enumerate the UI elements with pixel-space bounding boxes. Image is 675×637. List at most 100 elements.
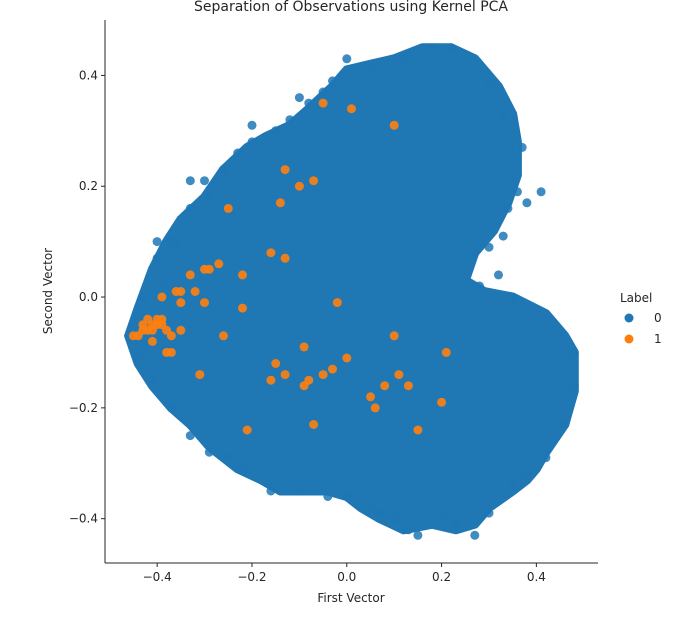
series-1-point bbox=[370, 403, 380, 413]
y-tick-label: −0.2 bbox=[69, 401, 98, 415]
series-0-point bbox=[484, 508, 494, 518]
series-1-point bbox=[271, 359, 281, 368]
series-1-point bbox=[280, 370, 290, 380]
legend-label-0: 0 bbox=[654, 311, 662, 325]
series-0-point bbox=[569, 347, 579, 357]
series-0-point bbox=[266, 486, 276, 496]
legend-label-1: 1 bbox=[654, 332, 662, 346]
series-1-point bbox=[195, 370, 205, 380]
series-0-point bbox=[157, 275, 167, 285]
series-1-point bbox=[176, 325, 186, 335]
series-0-point bbox=[399, 54, 409, 64]
series-1-point bbox=[441, 347, 451, 357]
series-0-point bbox=[185, 203, 195, 213]
series-0-point bbox=[517, 142, 527, 152]
x-tick-label: −0.4 bbox=[143, 570, 172, 584]
legend-marker-0 bbox=[624, 313, 634, 323]
series-1-point bbox=[299, 342, 309, 352]
series-1-point bbox=[394, 370, 404, 380]
series-1-point bbox=[309, 420, 319, 429]
series-0-point bbox=[185, 176, 195, 186]
series-0-point bbox=[366, 503, 375, 513]
series-0-point bbox=[494, 270, 503, 280]
series-0-point bbox=[470, 530, 480, 540]
y-axis-label: Second Vector bbox=[41, 248, 55, 334]
y-axis-ticks: −0.4 −0.2 0.0 0.2 0.4 bbox=[69, 68, 105, 526]
series-0-point bbox=[427, 43, 437, 53]
series-0-point bbox=[413, 530, 423, 540]
series-1-point bbox=[294, 181, 304, 191]
series-1-point bbox=[318, 370, 328, 380]
series-0-point bbox=[498, 109, 508, 119]
series-1-point bbox=[380, 381, 390, 391]
series-0-point bbox=[304, 98, 314, 108]
series-0-point bbox=[366, 65, 375, 75]
series-1-point bbox=[280, 165, 290, 175]
series-0-point bbox=[541, 314, 551, 324]
series-1-point bbox=[214, 259, 224, 269]
series-1-point bbox=[238, 303, 247, 313]
series-1-point bbox=[275, 198, 285, 208]
series-0-point bbox=[437, 514, 447, 524]
series-1-point bbox=[242, 425, 252, 435]
legend: Label 0 1 bbox=[620, 291, 662, 346]
series-0-point bbox=[522, 469, 532, 479]
series-0-point bbox=[375, 508, 385, 518]
series-0-point bbox=[318, 87, 328, 97]
series-0-point bbox=[512, 187, 522, 197]
series-0-point bbox=[166, 403, 176, 413]
series-1-point bbox=[389, 331, 399, 341]
series-1-point bbox=[204, 264, 214, 274]
series-0-point bbox=[152, 237, 162, 247]
series-0-point bbox=[508, 292, 518, 302]
series-1-point bbox=[219, 331, 228, 341]
series-0-point bbox=[342, 54, 352, 64]
x-axis-label: First Vector bbox=[317, 591, 384, 605]
series-0-point bbox=[328, 76, 337, 86]
series-0-point bbox=[285, 115, 295, 125]
x-tick-label: −0.2 bbox=[237, 570, 266, 584]
series-0-point bbox=[200, 176, 209, 186]
series-0-point bbox=[342, 492, 352, 501]
x-tick-label: 0.4 bbox=[527, 570, 546, 584]
series-0-point bbox=[133, 353, 143, 363]
y-tick-label: −0.4 bbox=[69, 512, 98, 526]
series-1-point bbox=[413, 425, 423, 435]
y-tick-label: 0.2 bbox=[79, 179, 98, 193]
series-1-point bbox=[147, 336, 157, 346]
series-1-point bbox=[157, 292, 167, 302]
series-1-point bbox=[280, 253, 290, 263]
series-1-point bbox=[190, 287, 200, 296]
series-0-point bbox=[204, 192, 214, 202]
series-0-point bbox=[555, 331, 565, 341]
series-0-point bbox=[569, 381, 579, 391]
series-0-point bbox=[294, 93, 304, 103]
series-1-point bbox=[328, 364, 337, 374]
series-1-point bbox=[342, 353, 352, 363]
series-1-point bbox=[176, 287, 186, 296]
series-1-point bbox=[309, 176, 319, 186]
series-1-point bbox=[389, 120, 399, 130]
series-0-point bbox=[152, 253, 162, 263]
y-tick-label: 0.0 bbox=[79, 290, 98, 304]
series-1-point bbox=[223, 203, 233, 213]
series-1-point bbox=[200, 298, 209, 308]
series-0-point bbox=[171, 237, 181, 247]
series-0-point bbox=[238, 464, 247, 474]
x-axis-ticks: −0.4 −0.2 0.0 0.2 0.4 bbox=[143, 563, 546, 584]
series-1-point bbox=[347, 104, 356, 114]
series-1-point bbox=[304, 375, 314, 385]
series-1-point bbox=[185, 270, 195, 280]
chart-title: Separation of Observations using Kernel … bbox=[194, 0, 508, 15]
series-0-point bbox=[475, 281, 484, 291]
series-0-point bbox=[147, 375, 157, 385]
series-0-point bbox=[484, 82, 494, 91]
y-tick-label: 0.4 bbox=[79, 68, 98, 82]
legend-title: Label bbox=[620, 291, 652, 305]
series-0-point bbox=[389, 514, 399, 524]
series-0-point bbox=[498, 231, 508, 241]
series-0-point bbox=[294, 486, 304, 496]
series-1-point bbox=[318, 98, 328, 108]
series-1-point bbox=[366, 392, 375, 402]
